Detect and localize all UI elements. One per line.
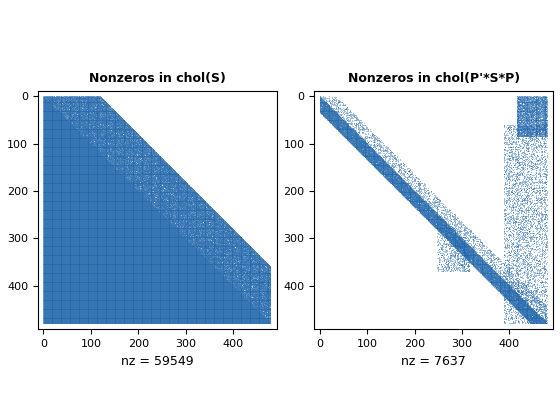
X-axis label: nz = 59549: nz = 59549 — [121, 354, 193, 368]
Title: Nonzeros in chol(S): Nonzeros in chol(S) — [88, 72, 226, 85]
Title: Nonzeros in chol(P'*S*P): Nonzeros in chol(P'*S*P) — [348, 72, 520, 85]
X-axis label: nz = 7637: nz = 7637 — [402, 354, 466, 368]
